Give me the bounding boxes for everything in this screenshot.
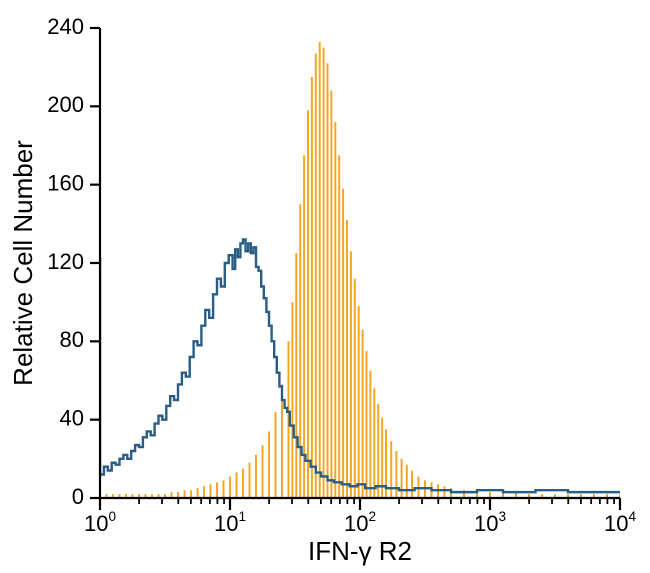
svg-text:160: 160 (47, 170, 84, 195)
svg-text:40: 40 (60, 405, 84, 430)
svg-text:200: 200 (47, 92, 84, 117)
chart-svg: 04080120160200240100101102103104Relative… (0, 0, 650, 573)
svg-text:0: 0 (72, 484, 84, 509)
svg-text:120: 120 (47, 249, 84, 274)
svg-text:80: 80 (60, 327, 84, 352)
svg-text:IFN-γ R2: IFN-γ R2 (308, 536, 412, 566)
svg-text:240: 240 (47, 14, 84, 39)
histogram-chart: 04080120160200240100101102103104Relative… (0, 0, 650, 573)
svg-text:Relative Cell Number: Relative Cell Number (8, 140, 38, 386)
